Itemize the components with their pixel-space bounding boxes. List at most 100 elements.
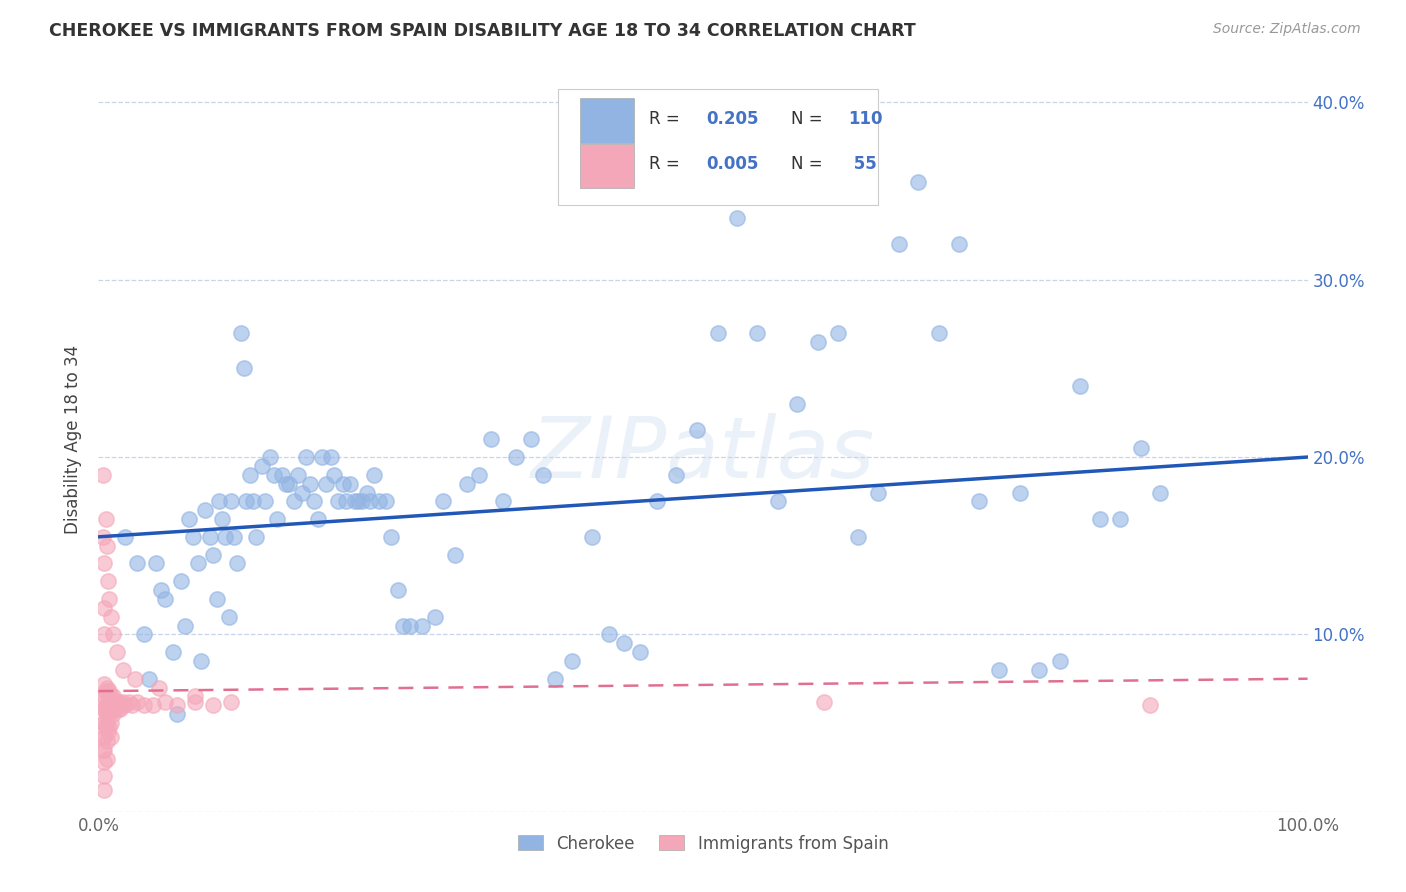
Point [214, 530, 236, 544]
Point [290, 485, 312, 500]
Point [725, 211, 748, 225]
Point [93, 716, 115, 731]
Point [311, 450, 333, 464]
Point [91, 716, 114, 731]
Point [278, 476, 301, 491]
Point [387, 582, 409, 597]
Point [613, 636, 636, 650]
Point [706, 326, 728, 340]
Text: Source: ZipAtlas.com: Source: ZipAtlas.com [1213, 22, 1361, 37]
Point [96, 539, 118, 553]
Point [229, 326, 252, 340]
Point [134, 698, 156, 713]
Point [127, 695, 149, 709]
Point [187, 557, 209, 571]
Point [105, 645, 128, 659]
Point [202, 698, 225, 713]
Point [114, 698, 136, 713]
Point [375, 494, 398, 508]
Point [169, 574, 191, 589]
Point [468, 467, 491, 482]
Point [948, 237, 970, 252]
Point [308, 512, 330, 526]
Point [266, 512, 288, 526]
Point [93, 769, 115, 783]
Point [142, 698, 165, 713]
Point [263, 467, 285, 482]
Point [786, 397, 808, 411]
Text: 0.205: 0.205 [707, 110, 759, 128]
Point [91, 690, 114, 704]
Point [1129, 441, 1152, 455]
Point [1069, 379, 1091, 393]
Point [295, 450, 318, 464]
Point [226, 557, 249, 571]
Point [93, 742, 115, 756]
Point [205, 591, 228, 606]
Point [259, 450, 281, 464]
Point [100, 702, 122, 716]
Point [628, 645, 651, 659]
Point [544, 672, 567, 686]
Point [928, 326, 950, 340]
Point [93, 783, 115, 797]
Point [107, 702, 129, 716]
Point [232, 361, 254, 376]
Legend: Cherokee, Immigrants from Spain: Cherokee, Immigrants from Spain [510, 828, 896, 859]
Point [967, 494, 990, 508]
Point [221, 494, 243, 508]
Point [93, 627, 115, 641]
Point [222, 530, 245, 544]
Point [94, 684, 117, 698]
Point [100, 690, 122, 704]
Point [101, 690, 124, 704]
Point [97, 574, 120, 589]
Point [93, 730, 115, 744]
Point [339, 476, 361, 491]
Point [104, 702, 127, 716]
Point [211, 512, 233, 526]
Point [686, 424, 709, 438]
Text: 55: 55 [848, 155, 877, 173]
Point [1049, 654, 1071, 668]
Point [148, 681, 170, 695]
Point [561, 654, 583, 668]
Point [271, 467, 294, 482]
Point [218, 609, 240, 624]
Point [239, 467, 262, 482]
Text: N =: N = [792, 155, 828, 173]
Point [98, 720, 121, 734]
Point [1149, 485, 1171, 500]
Point [105, 695, 128, 709]
Point [287, 467, 309, 482]
Point [118, 695, 141, 709]
Point [179, 512, 201, 526]
Point [423, 609, 446, 624]
Point [198, 530, 221, 544]
Point [138, 672, 160, 686]
Point [111, 663, 134, 677]
Point [127, 557, 149, 571]
Point [97, 707, 120, 722]
Point [332, 476, 354, 491]
Point [100, 716, 122, 731]
Point [150, 582, 173, 597]
Point [100, 609, 122, 624]
Point [245, 530, 267, 544]
Point [813, 695, 835, 709]
Point [432, 494, 454, 508]
Point [1139, 698, 1161, 713]
Text: N =: N = [792, 110, 828, 128]
Point [153, 695, 176, 709]
Point [368, 494, 391, 508]
Point [96, 698, 118, 713]
Point [1109, 512, 1132, 526]
Point [399, 618, 422, 632]
Point [598, 627, 620, 641]
Point [96, 681, 118, 695]
Point [93, 702, 115, 716]
Point [97, 725, 120, 739]
Point [100, 730, 122, 744]
Point [326, 494, 349, 508]
FancyBboxPatch shape [558, 89, 879, 204]
